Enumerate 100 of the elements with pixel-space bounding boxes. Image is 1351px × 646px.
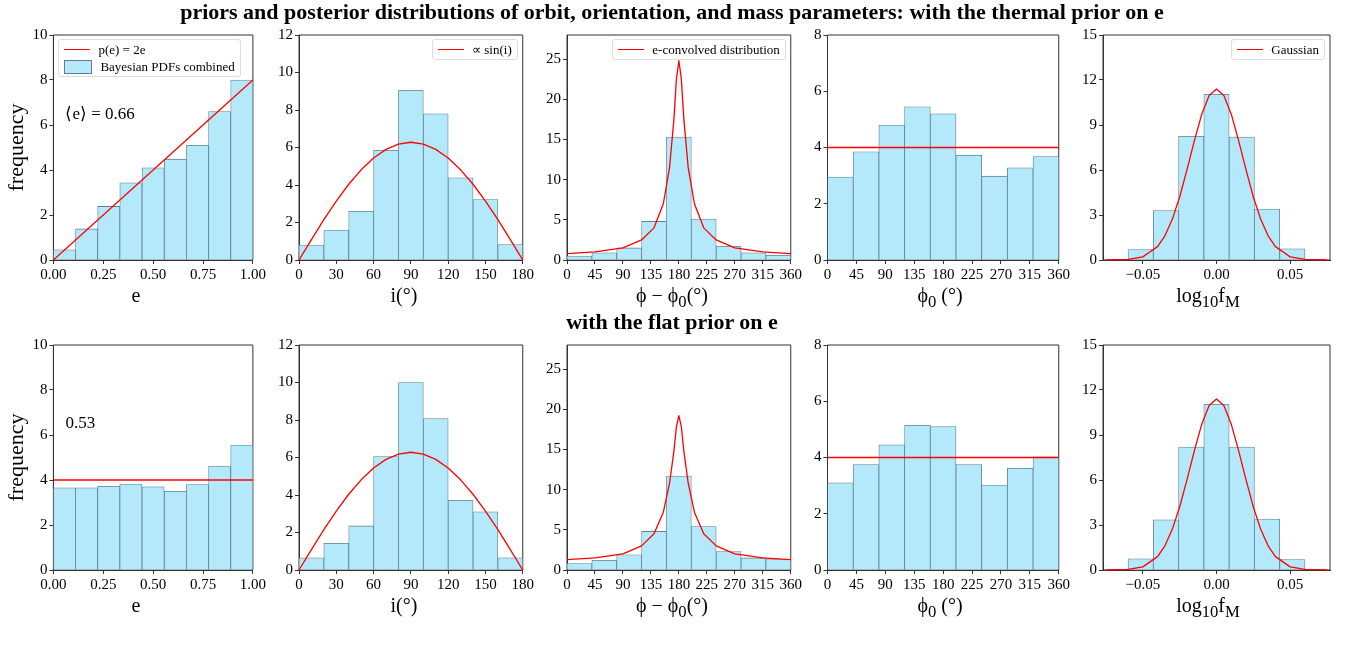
y-tick-label: 10 [278, 373, 293, 390]
annotation: 0.53 [65, 412, 96, 433]
y-tick-label: 6 [285, 448, 294, 465]
legend-label: e-convolved distribution [652, 41, 780, 58]
x-tick-label: 45 [587, 265, 603, 282]
x-tick-label: 120 [436, 575, 460, 592]
chart-title: with the flat prior on e [566, 309, 778, 334]
y-tick-label: 8 [814, 335, 822, 352]
x-tick-label: 135 [639, 575, 663, 592]
x-tick-label: 180 [931, 265, 955, 282]
y-tick-label: 4 [285, 175, 294, 192]
x-tick-label: 0.25 [90, 575, 117, 592]
y-tick-label: 20 [546, 400, 561, 417]
x-tick-label: 30 [328, 265, 344, 282]
y-tick-label: 0 [1089, 250, 1097, 267]
y-tick-label: 6 [39, 425, 48, 442]
y-tick-label: 15 [1082, 335, 1097, 352]
x-tick-label: 120 [436, 265, 460, 282]
y-tick-label: 2 [814, 504, 822, 521]
x-tick-label: 60 [366, 575, 382, 592]
x-tick-label: 135 [902, 265, 926, 282]
x-tick-label: 180 [667, 265, 691, 282]
x-tick-label: 225 [960, 575, 984, 592]
x-tick-label: 360 [779, 265, 802, 282]
x-tick-label: 135 [902, 575, 926, 592]
x-tick-label: 270 [723, 265, 747, 282]
x-tick-label: 360 [779, 575, 802, 592]
chart-title: priors and posterior distributions of orbit, orientation, and mass parameters: with the thermal prior on e [180, 0, 1164, 24]
x-tick-label: 270 [723, 575, 747, 592]
x-tick-label: 360 [1047, 575, 1070, 592]
y-tick-label: 10 [546, 480, 561, 497]
x-tick-label: 45 [848, 265, 864, 282]
y-tick-label: 6 [814, 392, 822, 409]
y-tick-label: 2 [285, 213, 293, 230]
legend-label: Gaussian [1271, 41, 1319, 58]
x-tick-label: 45 [848, 575, 864, 592]
x-axis-title: log$_{10}$f$_{M}$ [1175, 284, 1241, 311]
y-axis-title: frequency [2, 103, 28, 192]
y-tick-label: 6 [1089, 160, 1098, 177]
x-tick-label: 45 [587, 575, 603, 592]
y-tick-label: 4 [814, 448, 822, 465]
y-axis-title: frequency [2, 413, 28, 502]
y-tick-label: 4 [39, 160, 48, 177]
x-tick-label: 360 [1047, 265, 1070, 282]
y-tick-label: 5 [553, 210, 561, 227]
y-tick-label: 12 [278, 335, 293, 352]
y-tick-label: 15 [1082, 25, 1097, 42]
x-tick-label: 0.00 [1203, 575, 1230, 592]
y-tick-label: 6 [1089, 470, 1098, 487]
x-axis-title: ϕ$_{0}$ (°) [916, 284, 964, 311]
y-tick-label: 10 [546, 170, 561, 187]
x-tick-label: 0.75 [189, 265, 217, 282]
x-tick-label: 0.00 [40, 265, 67, 282]
y-tick-label: 2 [39, 515, 48, 532]
legend-label: ∝ sin(i) [472, 41, 512, 58]
x-tick-label: 90 [615, 575, 631, 592]
y-tick-label: 20 [546, 90, 561, 107]
x-tick-label: 150 [474, 575, 497, 592]
x-tick-label: 225 [695, 265, 719, 282]
x-tick-label: 0.05 [1277, 575, 1304, 592]
x-tick-label: 90 [877, 265, 893, 282]
x-tick-label: 90 [877, 575, 893, 592]
x-tick-label: 90 [403, 575, 419, 592]
y-tick-label: 15 [546, 440, 561, 457]
x-tick-label: 60 [366, 265, 382, 282]
x-tick-label: 0.75 [189, 575, 217, 592]
y-tick-label: 10 [278, 63, 293, 80]
y-tick-label: 2 [814, 194, 822, 211]
x-tick-label: 0.00 [1203, 265, 1230, 282]
y-tick-label: 8 [285, 100, 293, 117]
x-tick-label: 90 [403, 265, 419, 282]
y-tick-label: 4 [285, 485, 294, 502]
y-tick-label: 25 [546, 50, 561, 67]
y-tick-label: 12 [1082, 380, 1097, 397]
x-axis-title: ϕ − ϕ$_{0}$(°) [635, 594, 709, 621]
legend-label: p(e) = 2e [98, 41, 146, 58]
y-tick-label: 0 [285, 250, 293, 267]
y-tick-label: 0 [1089, 560, 1097, 577]
x-tick-label: 180 [511, 575, 534, 592]
y-tick-label: 6 [285, 138, 294, 155]
x-tick-label: 180 [511, 265, 534, 282]
x-tick-label: 270 [989, 265, 1013, 282]
y-tick-label: 2 [39, 205, 48, 222]
x-axis-title: i(°) [389, 284, 419, 309]
x-tick-label: 135 [639, 265, 663, 282]
y-tick-label: 0 [39, 250, 48, 267]
y-tick-label: 6 [39, 115, 48, 132]
x-tick-label: 0.00 [40, 575, 67, 592]
y-tick-label: 5 [553, 520, 561, 537]
y-tick-label: 0 [814, 560, 822, 577]
x-tick-label: 180 [931, 575, 955, 592]
y-tick-label: 9 [1089, 425, 1097, 442]
y-tick-label: 0 [285, 560, 293, 577]
x-tick-label: 0.50 [140, 575, 167, 592]
y-tick-label: 10 [32, 25, 48, 42]
legend-label: Bayesian PDFs combined [100, 58, 235, 75]
y-tick-label: 2 [285, 523, 293, 540]
y-tick-label: 4 [39, 470, 48, 487]
y-tick-label: 3 [1089, 515, 1097, 532]
annotation: ⟨e⟩ = 0.66 [65, 102, 135, 124]
